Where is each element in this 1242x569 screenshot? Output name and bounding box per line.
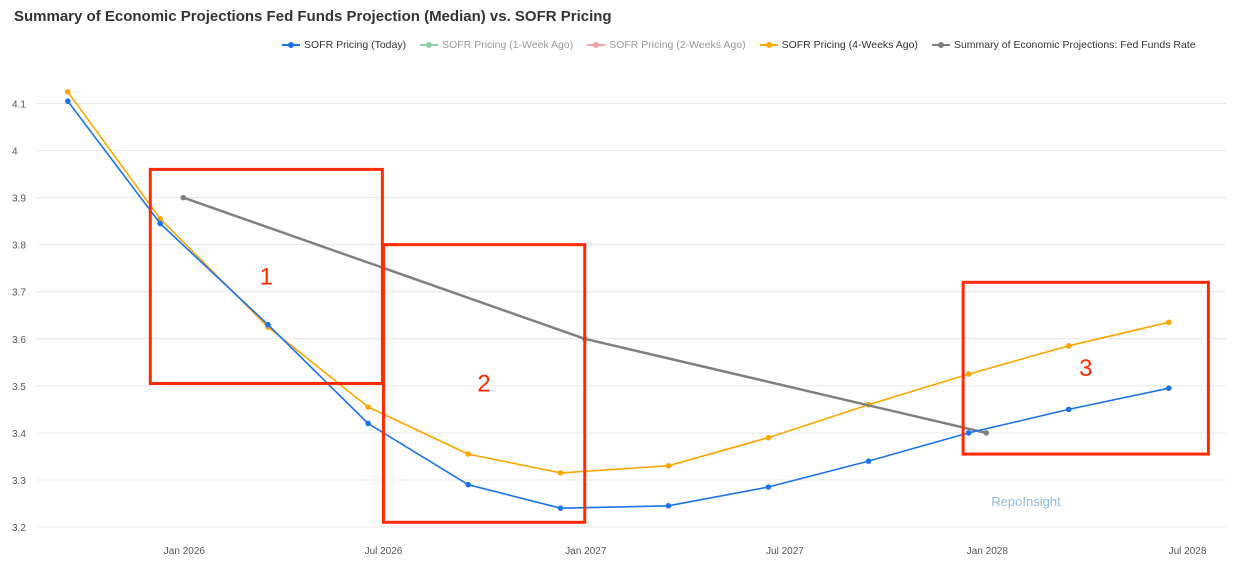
legend: SOFR Pricing (Today) SOFR Pricing (1-Wee…	[282, 39, 1196, 51]
data-point-sofr-pricing-today[interactable]	[157, 220, 163, 227]
annotation-label-2: 2	[477, 370, 490, 397]
y-tick-label: 3.3	[12, 476, 26, 487]
series-line-sofr-pricing-4-weeks-ago[interactable]	[67, 91, 1169, 474]
data-point-sofr-pricing-4-weeks-ago[interactable]	[365, 404, 371, 410]
legend-swatch-sofr-1-week	[420, 40, 439, 50]
data-point-sofr-pricing-4-weeks-ago[interactable]	[465, 451, 471, 457]
data-point-sofr-pricing-4-weeks-ago[interactable]	[665, 463, 672, 469]
annotation-box-2	[381, 243, 587, 524]
y-tick-label: 4	[12, 147, 18, 158]
legend-label-sofr-2-weeks: SOFR Pricing (2-Weeks Ago)	[609, 39, 746, 51]
data-point-summary-of-economic-projections-fed-funds-rate[interactable]	[180, 194, 187, 201]
series-line-sofr-pricing-today[interactable]	[67, 100, 1169, 510]
y-tick-label: 3.9	[12, 194, 26, 205]
chart-title: Summary of Economic Projections Fed Fund…	[14, 8, 612, 25]
data-point-summary-of-economic-projections-fed-funds-rate[interactable]	[983, 430, 990, 436]
data-point-sofr-pricing-today[interactable]	[1065, 406, 1072, 413]
y-tick-label: 3.8	[12, 241, 26, 252]
legend-label-sep-fed-funds: Summary of Economic Projections: Fed Fun…	[953, 39, 1196, 51]
y-tick-label: 3.5	[12, 382, 26, 393]
legend-label-sofr-4-weeks: SOFR Pricing (4-Weeks Ago)	[781, 39, 918, 51]
legend-item-sofr-2-weeks[interactable]: SOFR Pricing (2-Weeks Ago)	[587, 39, 746, 51]
data-point-sofr-pricing-4-weeks-ago[interactable]	[557, 470, 564, 476]
data-point-sofr-pricing-4-weeks-ago[interactable]	[965, 371, 972, 377]
data-point-sofr-pricing-today[interactable]	[865, 458, 872, 464]
data-point-sofr-pricing-today[interactable]	[1166, 385, 1172, 391]
legend-swatch-sep-fed-funds	[931, 40, 950, 50]
data-point-sofr-pricing-today[interactable]	[965, 430, 972, 436]
y-tick-label: 4.1	[12, 100, 26, 111]
data-point-sofr-pricing-today[interactable]	[765, 484, 772, 490]
x-tick-label: Jan 2026	[164, 546, 206, 557]
annotation-label-3: 3	[1079, 355, 1092, 382]
data-point-sofr-pricing-4-weeks-ago[interactable]	[64, 88, 71, 95]
legend-label-sofr-today: SOFR Pricing (Today)	[304, 39, 407, 51]
data-point-sofr-pricing-today[interactable]	[365, 420, 371, 427]
legend-swatch-sofr-4-weeks	[759, 40, 778, 50]
watermark-text: RepoInsight	[991, 494, 1061, 509]
legend-item-sofr-1-week[interactable]: SOFR Pricing (1-Week Ago)	[420, 39, 573, 51]
x-tick-label: Jan 2028	[967, 546, 1009, 557]
data-point-sofr-pricing-4-weeks-ago[interactable]	[1065, 343, 1072, 349]
x-tick-label: Jul 2026	[365, 546, 403, 557]
data-point-sofr-pricing-4-weeks-ago[interactable]	[765, 434, 772, 441]
legend-item-sofr-4-weeks[interactable]: SOFR Pricing (4-Weeks Ago)	[759, 39, 918, 51]
y-tick-label: 3.7	[12, 288, 26, 299]
x-tick-label: Jul 2028	[1169, 546, 1207, 557]
annotation-box-3	[961, 280, 1210, 456]
y-tick-label: 3.4	[12, 429, 26, 440]
legend-swatch-sofr-2-weeks	[587, 40, 606, 50]
x-tick-label: Jan 2027	[565, 546, 607, 557]
y-tick-label: 3.6	[12, 335, 26, 346]
y-tick-label: 3.2	[12, 523, 26, 534]
data-point-sofr-pricing-today[interactable]	[64, 98, 71, 104]
legend-item-sep-fed-funds[interactable]: Summary of Economic Projections: Fed Fun…	[931, 39, 1196, 51]
data-point-sofr-pricing-today[interactable]	[265, 321, 271, 328]
annotation-label-1: 1	[260, 263, 273, 290]
data-point-sofr-pricing-today[interactable]	[665, 503, 672, 509]
data-point-sofr-pricing-4-weeks-ago[interactable]	[157, 216, 163, 222]
data-point-sofr-pricing-4-weeks-ago[interactable]	[1166, 319, 1172, 326]
data-point-sofr-pricing-today[interactable]	[465, 481, 471, 488]
legend-swatch-sofr-today	[282, 40, 300, 50]
x-tick-label: Jul 2027	[766, 546, 804, 557]
legend-label-sofr-1-week: SOFR Pricing (1-Week Ago)	[442, 39, 574, 51]
legend-item-sofr-today[interactable]: SOFR Pricing (Today)	[282, 39, 406, 51]
data-point-sofr-pricing-today[interactable]	[557, 505, 564, 511]
